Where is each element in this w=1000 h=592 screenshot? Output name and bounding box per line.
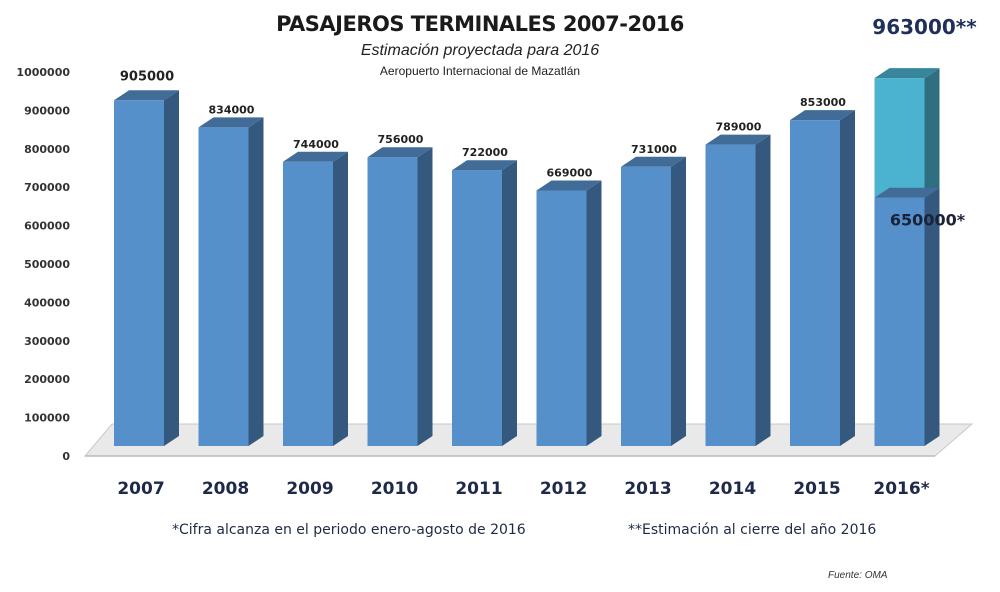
data-label: 756000	[378, 133, 424, 146]
bar-top	[367, 147, 433, 158]
projection-bar-top	[874, 68, 940, 79]
bar-front	[874, 197, 925, 446]
data-label: 731000	[631, 143, 677, 156]
source-note: Fuente: OMA	[828, 570, 888, 581]
y-tick-label: 500000	[24, 258, 70, 271]
y-tick-label: 100000	[24, 412, 70, 425]
projection-label: 963000**	[872, 15, 977, 39]
bar-top	[874, 187, 940, 198]
data-label: 905000	[120, 69, 174, 84]
data-label: 722000	[462, 146, 508, 159]
y-tick-label: 700000	[24, 181, 70, 194]
bar-side	[164, 90, 179, 446]
bar-front	[367, 157, 418, 446]
x-tick-label: 2013	[624, 479, 671, 499]
y-tick-label: 600000	[24, 220, 70, 233]
bar-front	[198, 127, 249, 447]
y-tick-label: 200000	[24, 373, 70, 386]
bar-side	[248, 117, 264, 447]
bar-front	[705, 144, 756, 447]
projection-bar-front	[874, 78, 925, 198]
bar-side	[840, 110, 855, 447]
bar-top	[283, 151, 348, 162]
y-tick-label: 300000	[24, 335, 70, 348]
x-tick-label: 2011	[455, 479, 502, 499]
bar-top	[621, 156, 686, 167]
bar-front	[114, 100, 164, 446]
bar-side	[586, 180, 602, 446]
y-tick-label: 1000000	[16, 66, 70, 79]
bar-top	[705, 134, 771, 145]
x-tick-label: 2009	[286, 479, 333, 499]
y-tick-label: 400000	[24, 296, 70, 309]
bar-front	[452, 170, 502, 447]
bar-side	[755, 134, 771, 447]
chart-subtitle-airport: Aeropuerto Internacional de Mazatlán	[379, 64, 581, 78]
x-tick-label: 2014	[709, 479, 756, 499]
x-tick-label: 2010	[371, 479, 418, 499]
x-tick-label: 2016*	[873, 479, 929, 499]
bar-front	[790, 120, 840, 447]
bar-top	[198, 117, 264, 128]
x-tick-label: 2008	[202, 479, 249, 499]
x-tick-label: 2015	[793, 479, 840, 499]
bar-side	[417, 147, 433, 446]
bar-side	[924, 187, 940, 446]
y-tick-label: 0	[62, 450, 70, 463]
data-label: 789000	[716, 121, 762, 134]
bar-front	[621, 166, 671, 446]
bar-top	[790, 110, 855, 121]
projection-bar-side	[924, 68, 940, 198]
footnote-partial: *Cifra alcanza en el periodo enero-agost…	[172, 522, 526, 538]
x-tick-label: 2012	[540, 479, 587, 499]
y-tick-label: 900000	[24, 104, 70, 117]
chart-subtitle: Estimación proyectada para 2016	[360, 42, 600, 59]
bar-front	[536, 190, 587, 446]
bar-side	[671, 156, 686, 446]
chart-title: PASAJEROS TERMINALES 2007-2016	[276, 12, 684, 36]
x-tick-label: 2007	[117, 479, 164, 499]
data-label: 744000	[293, 138, 339, 151]
footnote-estimate: **Estimación al cierre del año 2016	[628, 522, 877, 538]
bar-top	[536, 180, 602, 191]
bar-top	[114, 90, 179, 101]
data-label: 834000	[209, 103, 255, 116]
y-tick-label: 800000	[24, 143, 70, 156]
bar-top	[452, 160, 517, 171]
bar-side	[333, 151, 348, 447]
data-label: 853000	[800, 96, 846, 109]
bar-front	[283, 161, 333, 447]
bar-side	[502, 160, 517, 447]
data-label: 669000	[547, 166, 593, 179]
data-label: 650000*	[890, 211, 966, 230]
